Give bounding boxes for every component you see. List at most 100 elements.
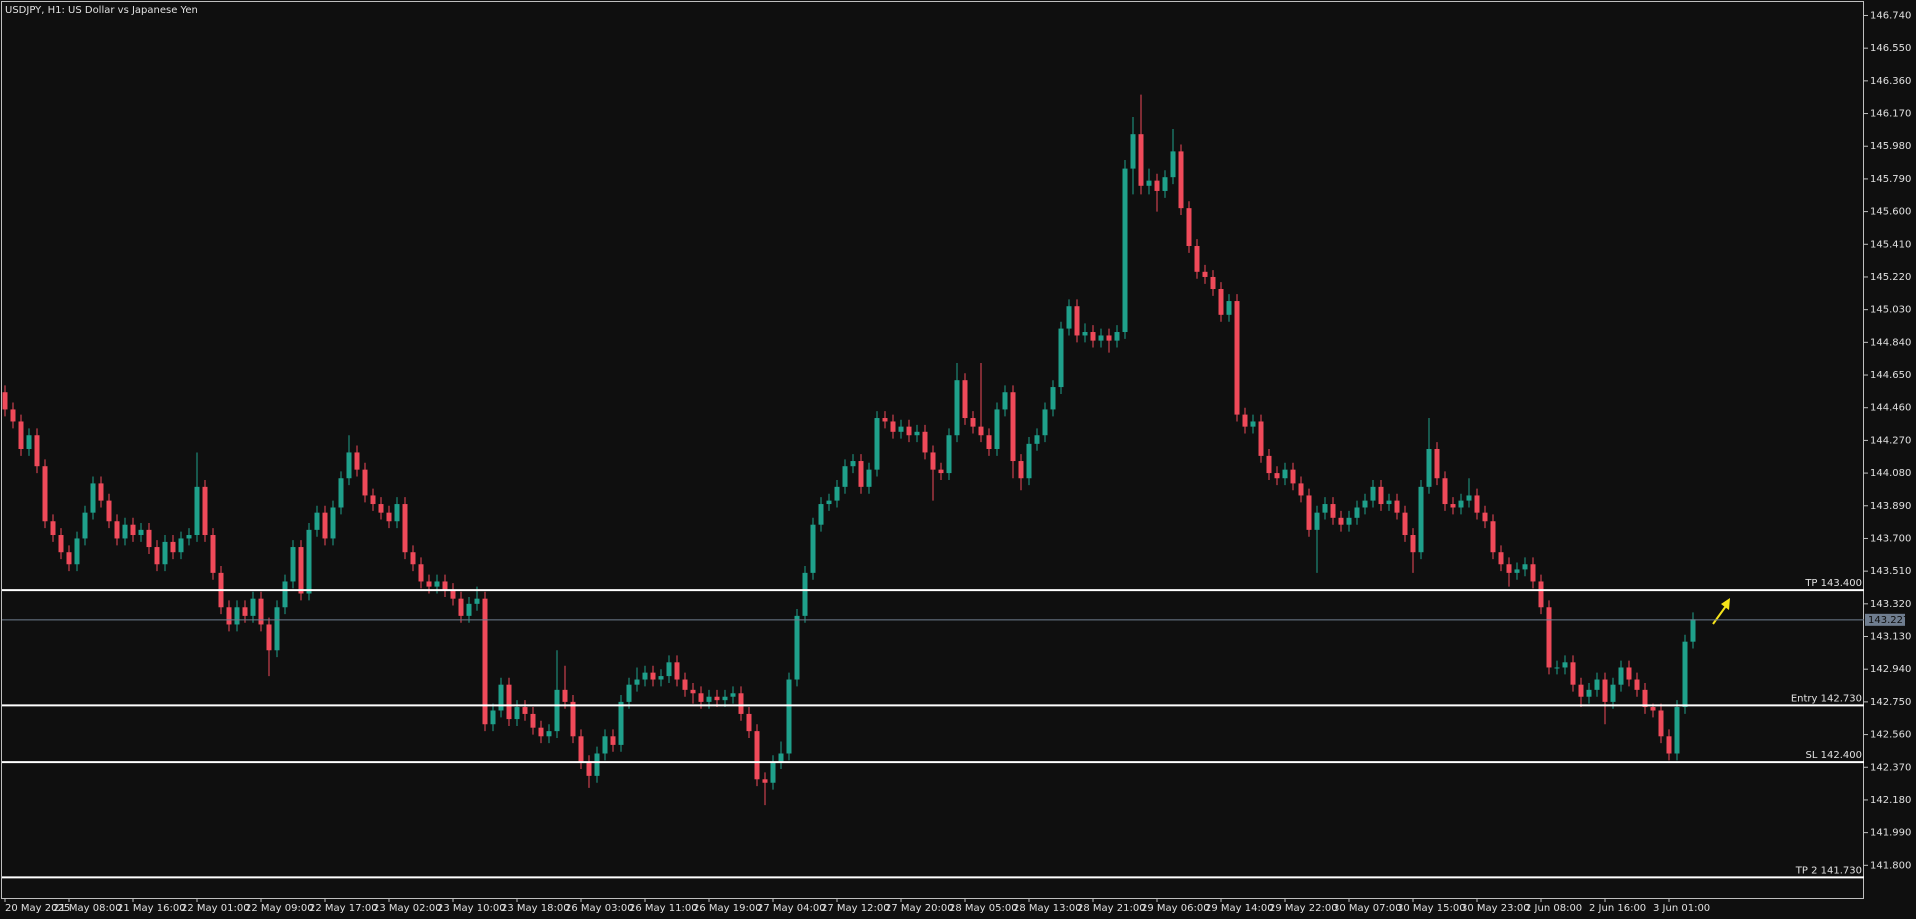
- x-tick-label: 22 May 01:00: [181, 903, 250, 914]
- candle-body: [706, 696, 712, 702]
- candle-body: [34, 435, 40, 467]
- candle-body: [1442, 478, 1448, 505]
- candle-body: [226, 607, 232, 625]
- candle-body: [970, 418, 976, 427]
- candle-body: [1578, 684, 1584, 697]
- candle-body: [1346, 517, 1352, 525]
- x-tick-label: 20 May 2025: [5, 903, 70, 914]
- candle-body: [562, 689, 568, 702]
- candle-body: [626, 684, 632, 702]
- candle-body: [882, 418, 888, 422]
- candle-body: [554, 689, 560, 732]
- x-tick-label: 22 May 17:00: [309, 903, 378, 914]
- candle-body: [1642, 689, 1648, 708]
- candle-body: [530, 713, 536, 728]
- bid-label-box: [1865, 613, 1905, 626]
- candle-body: [1538, 581, 1544, 608]
- candle-body: [2, 392, 8, 410]
- candle-body: [906, 426, 912, 436]
- candle-body: [1202, 271, 1208, 277]
- candle-body: [986, 435, 992, 449]
- candle-body: [1482, 512, 1488, 522]
- candle-body: [1242, 414, 1248, 427]
- candle-body: [122, 524, 128, 539]
- candle-body: [1522, 564, 1528, 570]
- candle-body: [1618, 667, 1624, 685]
- candle-body: [1602, 679, 1608, 702]
- candle-body: [258, 598, 264, 625]
- y-tick-label: 146.740: [1870, 10, 1911, 21]
- candle-body: [1274, 473, 1280, 479]
- x-tick-label: 23 May 18:00: [501, 903, 570, 914]
- plot-frame: [1, 1, 1864, 899]
- x-tick-label: 26 May 19:00: [693, 903, 762, 914]
- candle-body: [202, 486, 208, 536]
- candle-body: [1266, 455, 1272, 474]
- candle-body: [1370, 486, 1376, 501]
- candle-body: [1066, 306, 1072, 329]
- candle-body: [1530, 564, 1536, 582]
- candle-body: [1490, 521, 1496, 553]
- candle-body: [162, 541, 168, 565]
- candle-body: [602, 736, 608, 754]
- candle-body: [1042, 409, 1048, 436]
- x-tick-label: 29 May 06:00: [1141, 903, 1210, 914]
- x-tick-label: 26 May 03:00: [565, 903, 634, 914]
- candle-body: [1018, 461, 1024, 479]
- candle-body: [594, 753, 600, 776]
- candle-body: [482, 598, 488, 725]
- y-tick-label: 145.790: [1870, 174, 1911, 185]
- candle-body: [650, 672, 656, 680]
- candle-body: [1178, 151, 1184, 209]
- candle-body: [1298, 483, 1304, 496]
- candle-body: [290, 547, 296, 582]
- candle-body: [1010, 392, 1016, 462]
- candle-body: [170, 541, 176, 553]
- y-tick-label: 144.840: [1870, 337, 1911, 348]
- candle-body: [130, 524, 136, 536]
- candle-body: [1194, 246, 1200, 272]
- candle-body: [1418, 486, 1424, 553]
- candle-body: [898, 426, 904, 432]
- y-tick-label: 145.980: [1870, 141, 1911, 152]
- candle-body: [762, 779, 768, 783]
- candle-body: [890, 421, 896, 432]
- candle-body: [962, 380, 968, 419]
- candle-body: [1458, 500, 1464, 508]
- candle-body: [930, 452, 936, 470]
- arrow-shaft: [1712, 605, 1727, 625]
- candle-body: [506, 684, 512, 720]
- candle-body: [1234, 301, 1240, 415]
- candle-body: [434, 581, 440, 587]
- candle-body: [1386, 500, 1392, 505]
- candle-body: [306, 529, 312, 594]
- candle-body: [1546, 607, 1552, 668]
- candle-body: [1506, 564, 1512, 573]
- candle-body: [714, 696, 720, 701]
- candle-body: [1114, 332, 1120, 341]
- candle-body: [378, 504, 384, 513]
- candle-body: [946, 435, 952, 474]
- x-tick-label: 30 May 15:00: [1397, 903, 1466, 914]
- candle-body: [1450, 504, 1456, 508]
- candle-body: [914, 431, 920, 436]
- candle-body: [1034, 435, 1040, 444]
- candle-body: [1306, 495, 1312, 530]
- level-label: TP 143.400: [1804, 578, 1862, 589]
- candle-body: [722, 696, 728, 701]
- candle-body: [1146, 180, 1152, 186]
- candle-body: [346, 452, 352, 479]
- candle-body: [1410, 535, 1416, 553]
- candle-body: [1290, 469, 1296, 484]
- y-tick-label: 143.890: [1870, 501, 1911, 512]
- x-tick-label: 28 May 05:00: [949, 903, 1018, 914]
- candle-body: [458, 598, 464, 616]
- x-tick-label: 28 May 13:00: [1013, 903, 1082, 914]
- candle-body: [770, 762, 776, 783]
- candle-body: [802, 572, 808, 616]
- candle-body: [514, 707, 520, 720]
- x-tick-label: 21 May 16:00: [117, 903, 186, 914]
- candle-body: [1338, 517, 1344, 525]
- candle-body: [82, 512, 88, 539]
